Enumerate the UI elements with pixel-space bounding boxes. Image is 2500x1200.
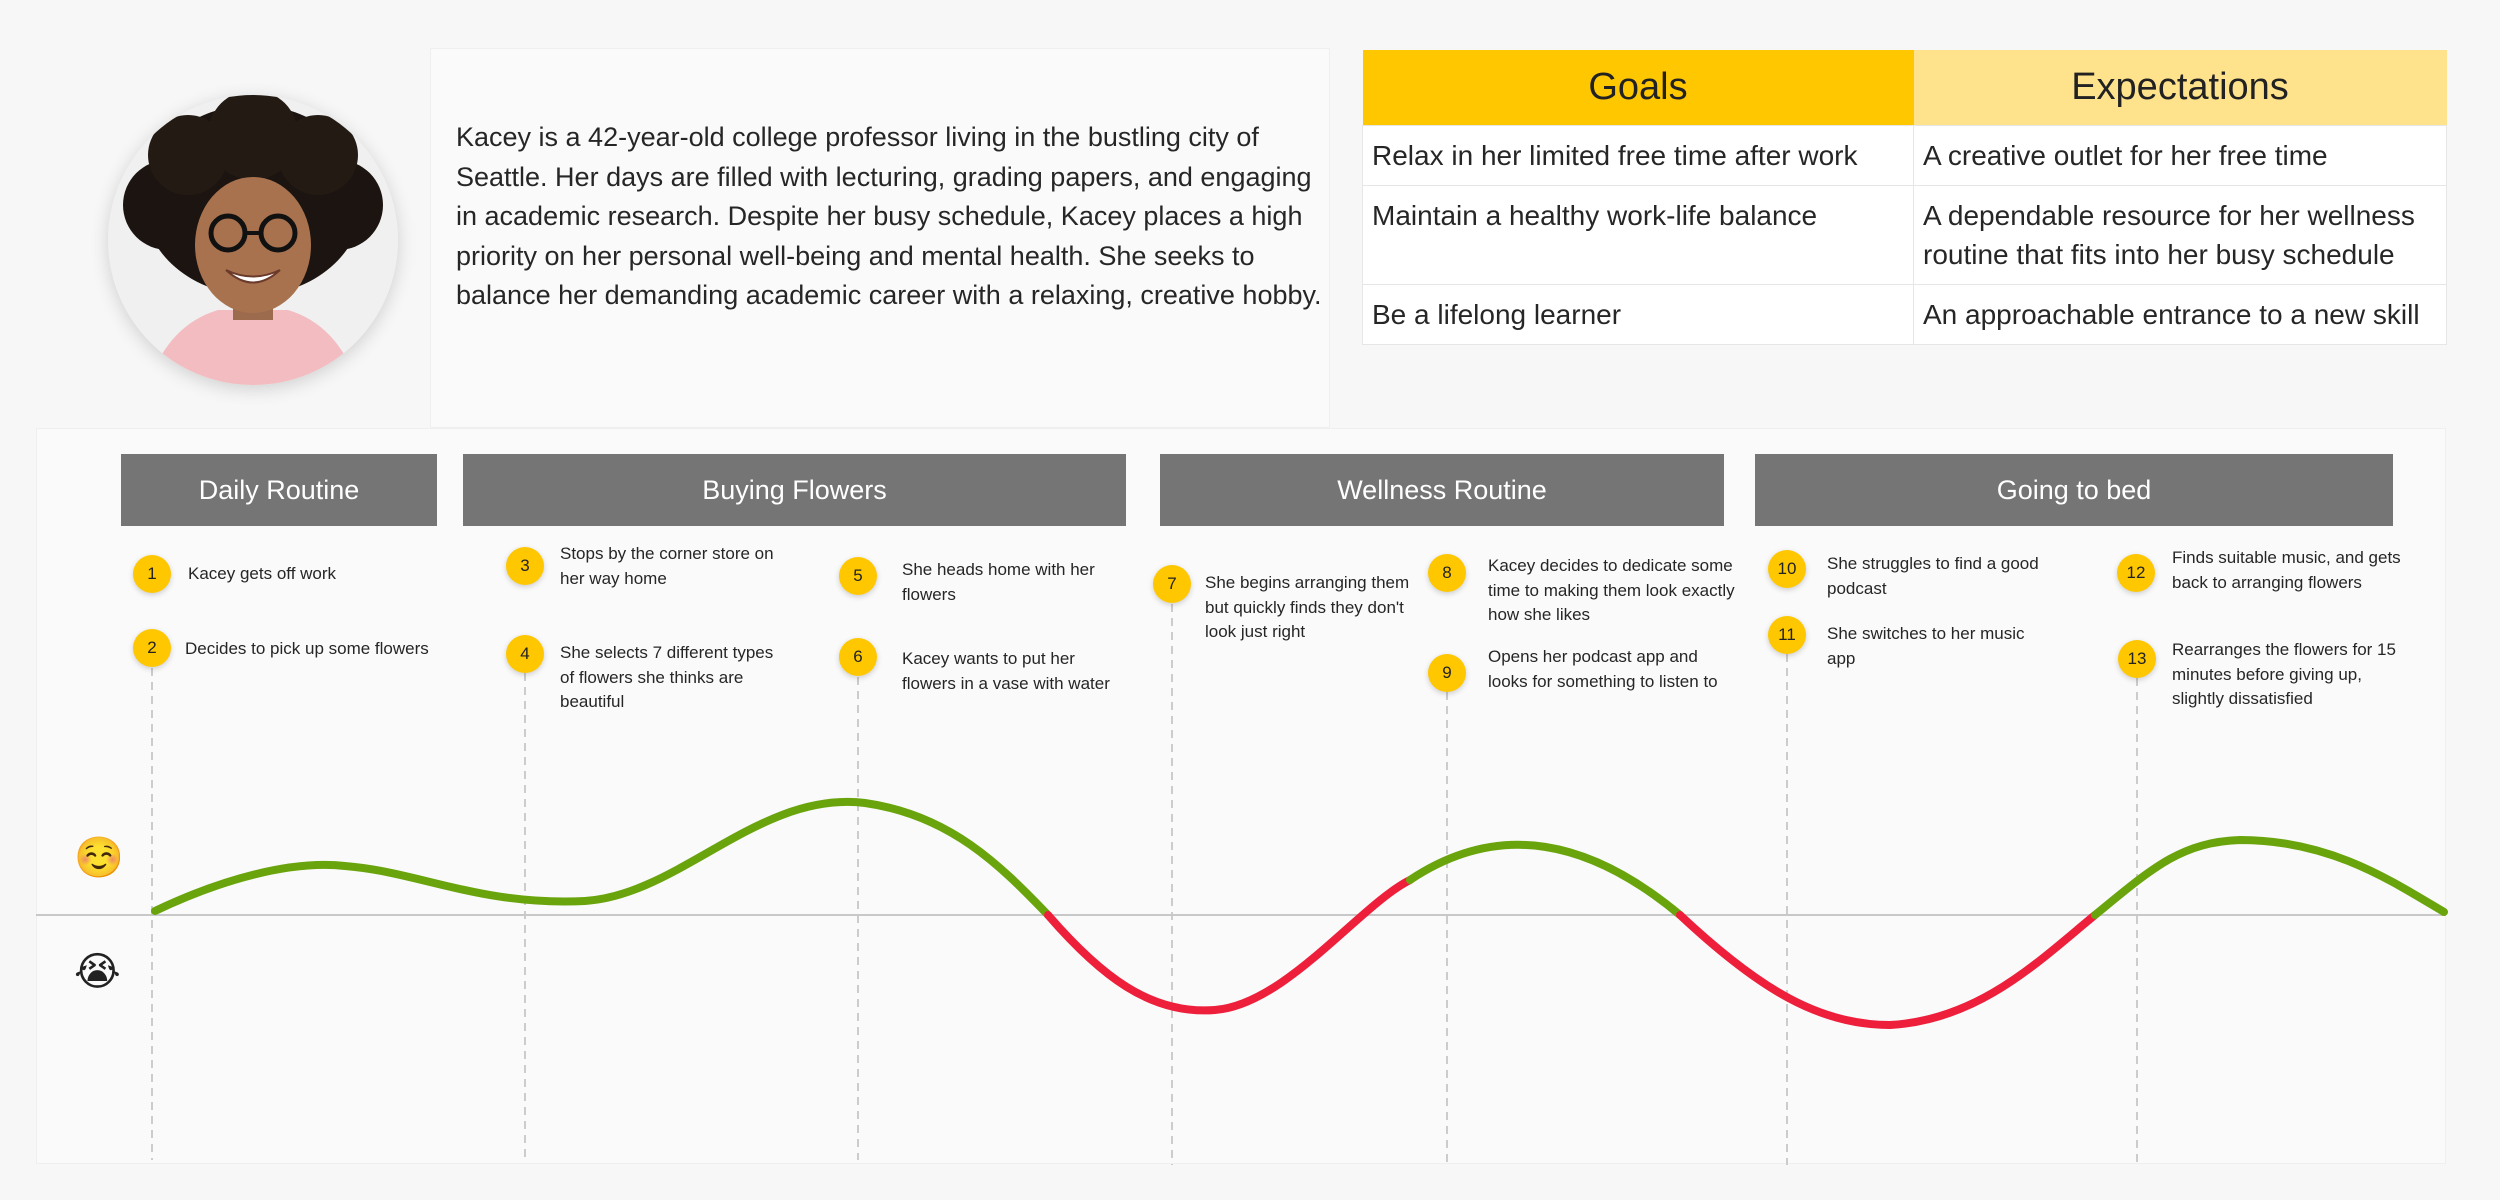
persona-bio: Kacey is a 42-year-old college professor…	[456, 122, 1322, 310]
positive-emotion-segment	[151, 797, 1052, 919]
positive-emotion-segment	[2091, 835, 2448, 919]
step-badge: 8	[1428, 554, 1466, 592]
portrait-icon	[108, 95, 398, 385]
table-header-row: Goals Expectations	[1362, 50, 2447, 126]
step-text: She struggles to find a good podcast	[1827, 554, 2039, 598]
goals-header: Goals	[1362, 50, 1914, 126]
step-text: Finds suitable music, and gets back to a…	[2172, 548, 2401, 592]
step-text: Decides to pick up some flowers	[185, 639, 429, 658]
happy-emoji-icon: ☺️	[74, 836, 124, 880]
table-row: Relax in her limited free time after wor…	[1362, 125, 2447, 186]
step-text: Kacey gets off work	[188, 564, 337, 583]
step-badge: 2	[133, 629, 171, 667]
negative-emotion-segment	[1676, 911, 2099, 1030]
step-guide-lines	[151, 604, 2138, 1165]
step-text: She switches to her music app	[1827, 624, 2025, 668]
goals-expectations-table: Goals Expectations Relax in her limited …	[1362, 50, 2447, 345]
expectation-cell: A creative outlet for her free time	[1913, 125, 2447, 186]
table-row: Maintain a healthy work-life balance A d…	[1362, 185, 2447, 285]
avatar	[108, 95, 398, 385]
step-badge: 6	[839, 638, 877, 676]
phase-going-to-bed: Going to bed	[1755, 454, 2393, 526]
phase-wellness-routine: Wellness Routine	[1160, 454, 1724, 526]
step-badge: 4	[506, 635, 544, 673]
phase-buying-flowers: Buying Flowers	[463, 454, 1126, 526]
expectation-cell: An approachable entrance to a new skill	[1913, 284, 2447, 345]
step-text: Opens her podcast app and looks for some…	[1488, 647, 1718, 691]
step-text: She begins arranging them but quickly fi…	[1205, 573, 1410, 641]
step-badge: 10	[1768, 550, 1806, 588]
step-text: Kacey wants to put her flowers in a vase…	[902, 649, 1110, 693]
phase-daily-routine: Daily Routine	[121, 454, 437, 526]
step-text: She selects 7 different types of flowers…	[560, 643, 774, 711]
step-badge: 3	[506, 547, 544, 585]
journey-panel	[36, 428, 2446, 1164]
expectations-header: Expectations	[1913, 50, 2447, 126]
negative-emotion-segment	[1044, 876, 1414, 1015]
goal-cell: Be a lifelong learner	[1362, 284, 1914, 345]
step-badge: 5	[839, 557, 877, 595]
step-text: Stops by the corner store on her way hom…	[560, 544, 774, 588]
step-badge: 13	[2118, 640, 2156, 678]
goal-cell: Maintain a healthy work-life balance	[1362, 185, 1914, 285]
step-badge: 1	[133, 555, 171, 593]
crying-emoji-icon: 😭	[74, 950, 121, 994]
step-text: She heads home with her flowers	[902, 560, 1095, 604]
step-badge: 7	[1153, 565, 1191, 603]
bio-card	[430, 48, 1330, 428]
step-badge: 11	[1768, 616, 1806, 654]
step-text: Kacey decides to dedicate some time to m…	[1488, 556, 1735, 624]
table-row: Be a lifelong learner An approachable en…	[1362, 284, 2447, 345]
positive-emotion-segment	[1406, 840, 1684, 919]
step-badge: 9	[1428, 654, 1466, 692]
step-text: Rearranges the flowers for 15 minutes be…	[2172, 640, 2396, 708]
step-badge: 12	[2117, 554, 2155, 592]
expectation-cell: A dependable resource for her wellness r…	[1913, 185, 2447, 285]
